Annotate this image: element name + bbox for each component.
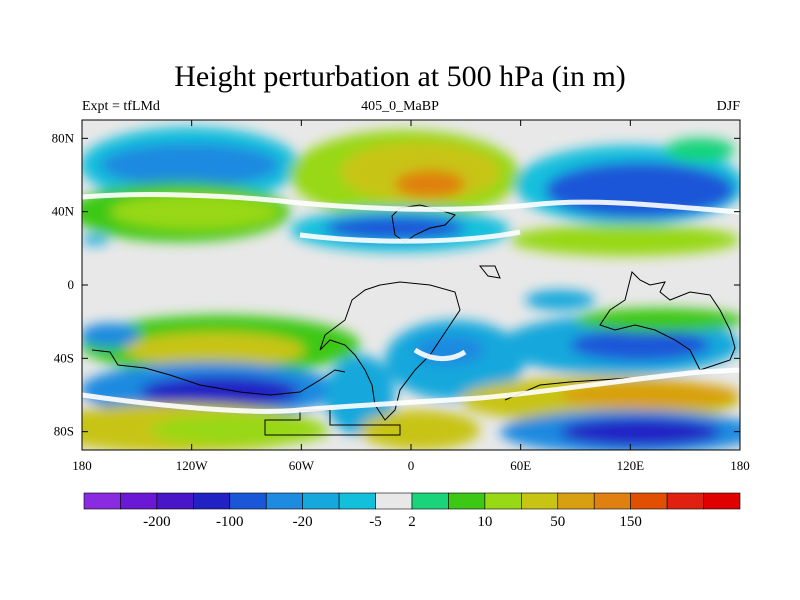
x-axis: 180 120W 60W 0 60E 120E 180 [72,120,750,473]
colorbar-swatch [193,492,231,510]
y-tick-label: 40N [52,204,75,219]
colorbar-swatch [156,492,194,510]
colorbar-label: 150 [619,514,642,530]
colorbar-swatch [703,492,741,510]
x-tick-label: 180 [730,458,750,473]
colorbar-label: -5 [369,514,382,530]
x-tick-label: 60W [289,458,315,473]
y-tick-label: 40S [54,350,74,365]
colorbar-swatch [593,492,631,510]
colorbar-swatch [411,492,449,510]
y-tick-label: 80S [54,424,74,439]
colorbar-swatch [83,492,121,510]
colorbar-label: -100 [216,514,244,530]
contour-field [82,120,740,450]
colorbar-swatch [338,492,376,510]
x-tick-label: 0 [408,458,415,473]
scenario-label: 405_0_MaBP [361,99,439,114]
colorbar-swatch [630,492,668,510]
x-tick-label: 120W [176,458,209,473]
x-tick-label: 180 [72,458,92,473]
colorbar-swatch [557,492,595,510]
colorbar-label: -200 [143,514,171,530]
colorbar-swatch [265,492,303,510]
colorbar-swatch [229,492,267,510]
colorbar-swatch [375,492,413,510]
chart-title: Height perturbation at 500 hPa (in m) [174,60,626,93]
colorbar-swatch [484,492,522,510]
colorbar-label: 50 [550,514,565,530]
colorbar-swatch [521,492,559,510]
experiment-label: Expt = tfLMd [82,99,160,114]
x-tick-label: 60E [510,458,531,473]
season-label: DJF [716,99,740,114]
y-axis: 80N 40N 0 40S 80S [52,130,740,439]
colorbar: -200 -100 -20 -5 2 10 50 150 [83,492,741,530]
colorbar-swatch [448,492,486,510]
colorbar-swatch [120,492,158,510]
x-tick-label: 120E [617,458,645,473]
colorbar-swatch [302,492,340,510]
y-tick-label: 0 [68,277,75,292]
y-tick-label: 80N [52,130,75,145]
colorbar-label: 10 [477,514,492,530]
colorbar-swatch [666,492,704,510]
colorbar-label: -20 [293,514,313,530]
colorbar-label: 2 [408,514,416,530]
